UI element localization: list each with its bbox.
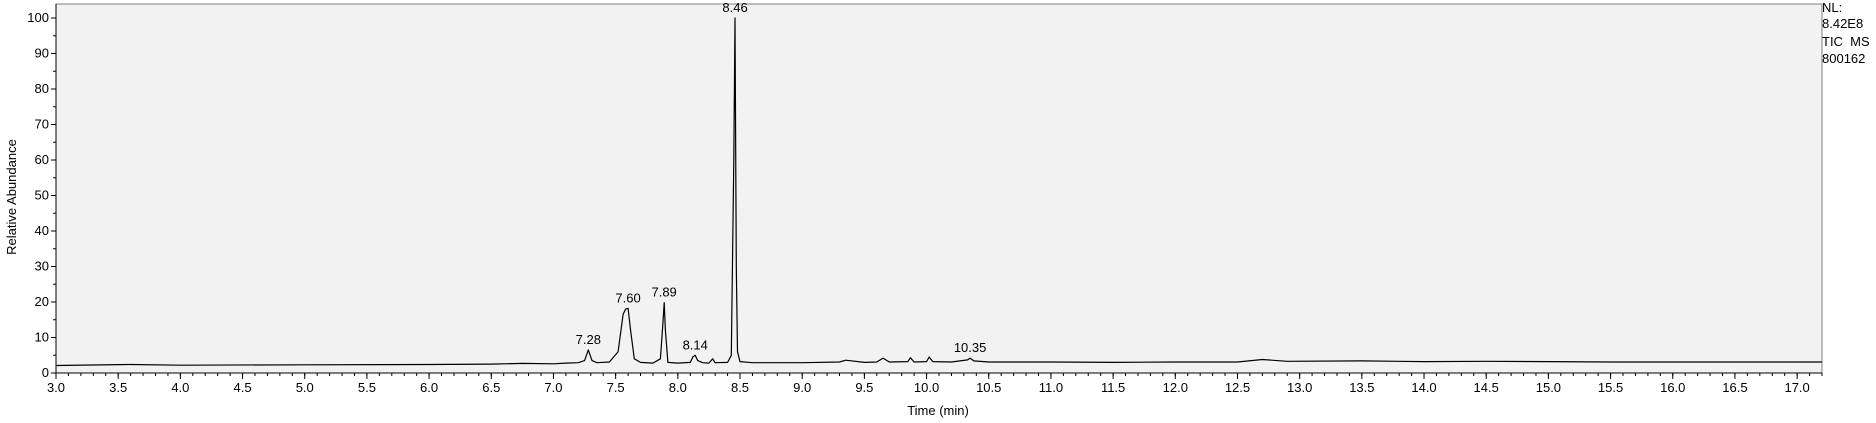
x-tick-label: 16.0 xyxy=(1660,380,1685,395)
x-tick-label: 14.5 xyxy=(1474,380,1499,395)
x-tick-label: 6.5 xyxy=(482,380,500,395)
y-tick-label: 0 xyxy=(42,365,49,380)
tic-trace xyxy=(55,17,1822,367)
x-tick-label: 4.0 xyxy=(171,380,189,395)
nl-value: 8.42E8 xyxy=(1822,16,1864,31)
x-tick-label: 8.0 xyxy=(669,380,687,395)
x-tick-label: 10.0 xyxy=(914,380,939,395)
peak-label: 7.89 xyxy=(651,285,676,300)
x-tick-label: 12.0 xyxy=(1163,380,1188,395)
peak-label: 10.35 xyxy=(954,340,987,355)
y-tick-label: 20 xyxy=(35,294,49,309)
x-tick-label: 6.0 xyxy=(420,380,438,395)
plot-area xyxy=(55,3,1823,374)
x-tick-label: 11.5 xyxy=(1101,380,1125,395)
y-axis: 0 10 20 30 40 50 60 70 80 90 100 xyxy=(27,4,57,380)
x-tick-label: 10.5 xyxy=(976,380,1001,395)
y-tick-label: 30 xyxy=(35,259,49,274)
x-tick-label: 13.5 xyxy=(1349,380,1374,395)
y-tick-label: 50 xyxy=(35,188,49,203)
y-tick-label: 90 xyxy=(35,46,49,61)
y-tick-label: 70 xyxy=(35,117,49,132)
tic-trace-line xyxy=(55,17,1822,367)
peak-label: 7.60 xyxy=(615,290,640,305)
x-tick-label: 8.5 xyxy=(731,380,749,395)
x-tick-label: 12.5 xyxy=(1225,380,1250,395)
peak-label: 8.46 xyxy=(722,0,747,15)
x-tick-label: 7.5 xyxy=(607,380,625,395)
x-tick-label: 15.0 xyxy=(1536,380,1561,395)
y-tick-label: 100 xyxy=(27,10,49,25)
x-tick-label: 14.0 xyxy=(1411,380,1436,395)
x-tick-label: 4.5 xyxy=(234,380,252,395)
x-tick-label: 3.0 xyxy=(47,380,65,395)
y-tick-label: 40 xyxy=(35,223,49,238)
file-id: 800162 xyxy=(1822,51,1866,66)
x-tick-label: 9.5 xyxy=(855,380,873,395)
x-tick-label: 9.0 xyxy=(793,380,811,395)
y-tick-label: 80 xyxy=(35,81,49,96)
x-tick-label: 7.0 xyxy=(544,380,562,395)
x-tick-label: 17.0 xyxy=(1784,380,1809,395)
x-tick-label: 3.5 xyxy=(109,380,127,395)
x-tick-label: 16.5 xyxy=(1722,380,1747,395)
y-tick-label: 10 xyxy=(35,330,49,345)
peak-label: 8.14 xyxy=(683,337,708,352)
trace-label: TIC MS xyxy=(1822,34,1870,49)
x-tick-label: 5.5 xyxy=(358,380,376,395)
x-axis: 3.0 3.5 4.0 4.5 5.0 5.5 6.0 6.5 7.0 7.5 8.0 8.5 9.0 9… xyxy=(47,372,1823,395)
x-tick-label: 13.0 xyxy=(1287,380,1312,395)
nl-label: NL: xyxy=(1822,0,1843,15)
x-tick-label: 11.0 xyxy=(1039,380,1063,395)
peak-label: 7.28 xyxy=(576,332,601,347)
y-tick-label: 60 xyxy=(35,152,49,167)
peak-labels: 7.28 7.60 7.89 8.14 8.46 10.35 xyxy=(576,0,987,355)
x-tick-label: 5.0 xyxy=(296,380,314,395)
x-tick-label: 15.5 xyxy=(1598,380,1623,395)
x-axis-title: Time (min) xyxy=(907,403,969,418)
y-axis-title: Relative Abundance xyxy=(4,139,19,255)
